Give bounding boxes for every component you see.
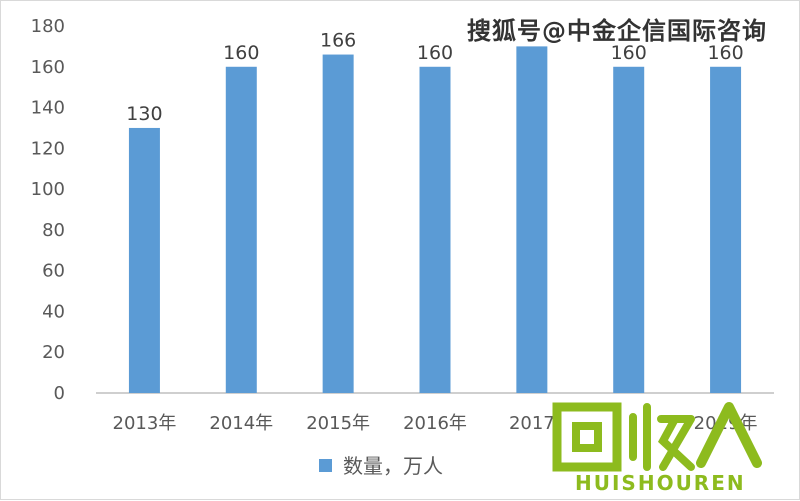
bar-data-label: 160 [611,42,647,64]
bar-data-label: 160 [417,42,453,64]
legend-label: 数量，万人 [343,454,443,478]
logo-wordmark: HUISHOUREN [575,471,746,495]
y-tick-label: 100 [31,179,65,200]
x-tick-label: 2015年 [306,413,370,434]
x-tick-label: 2014年 [209,413,273,434]
y-tick-label: 160 [31,57,65,78]
bar [710,66,742,394]
x-tick-label: 2016年 [403,413,467,434]
logo-person-mark [696,402,762,468]
y-tick-label: 40 [42,301,65,322]
watermark-text: 搜狐号@中金企信国际咨询 [467,17,767,45]
x-tick-label: 2017 [509,413,555,434]
y-tick-label: 0 [54,383,65,404]
bar-series [128,46,742,394]
bar-data-label: 160 [223,42,259,64]
x-tick-label: 2013年 [113,413,177,434]
y-tick-label: 140 [31,98,65,119]
bar [322,54,354,394]
bar-data-label: 130 [126,103,162,125]
bar [613,66,645,394]
logo-square-inner [572,422,602,452]
bar [516,46,548,394]
recycling-logo: HUISHOUREN [541,401,781,501]
legend: 数量，万人 [319,454,443,478]
y-tick-label: 60 [42,261,65,282]
data-labels: 130 160 166 160 160 160 [126,30,743,125]
logo-mark [552,402,762,472]
bar [225,66,257,394]
y-tick-label: 120 [31,138,65,159]
y-axis: 0 20 40 60 80 100 120 140 160 180 [31,16,65,404]
y-tick-label: 80 [42,220,65,241]
bar [419,66,451,394]
y-tick-label: 20 [42,342,65,363]
bar [128,127,160,393]
y-tick-label: 180 [31,16,65,37]
logo-square-outer [552,402,622,472]
bar-data-label: 160 [707,42,743,64]
logo-glyph-shou [629,403,695,471]
legend-swatch [319,459,332,472]
bar-data-label: 166 [320,30,356,52]
x-axis: 2013年 2014年 2015年 2016年 2017 2019年 [113,413,758,434]
